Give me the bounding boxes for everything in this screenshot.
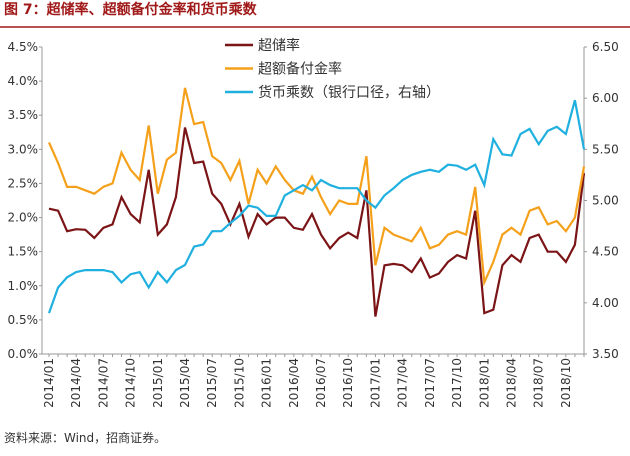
x-tick-label: 2016/01 — [260, 358, 274, 408]
y-tick-label: 2.0% — [8, 211, 39, 225]
chart-title: 图 7：超储率、超额备付金率和货币乘数 — [4, 1, 258, 18]
y-tick-label: 0.0% — [8, 347, 39, 361]
y-tick-label: 1.0% — [8, 279, 39, 293]
x-tick-label: 2014/04 — [69, 358, 83, 408]
x-tick-label: 2018/07 — [532, 358, 546, 408]
x-tick-label: 2014/10 — [124, 358, 138, 408]
x-tick-label: 2015/07 — [205, 358, 219, 408]
y-tick-label: 4.0% — [8, 74, 39, 88]
y2-tick-label: 6.50 — [592, 40, 619, 54]
x-tick-label: 2017/01 — [368, 358, 382, 408]
x-tick-label: 2015/10 — [232, 358, 246, 408]
x-tick-label: 2018/01 — [477, 358, 491, 408]
legend-label: 超储率 — [258, 37, 300, 54]
x-tick-label: 2017/07 — [423, 358, 437, 408]
y2-tick-label: 4.50 — [592, 245, 619, 259]
x-tick-label: 2015/04 — [178, 358, 192, 408]
y-tick-label: 0.5% — [8, 313, 39, 327]
legend-label: 超额备付金率 — [258, 61, 342, 78]
x-tick-label: 2016/10 — [341, 358, 355, 408]
series-line — [47, 99, 586, 314]
y2-tick-label: 6.00 — [592, 91, 619, 105]
y-tick-label: 3.0% — [8, 142, 39, 156]
x-tick-label: 2014/07 — [96, 358, 110, 408]
x-tick-label: 2018/04 — [504, 358, 518, 408]
source-note: 资料来源：Wind，招商证券。 — [4, 430, 166, 445]
x-tick-label: 2017/10 — [450, 358, 464, 408]
x-tick-label: 2018/10 — [559, 358, 573, 408]
x-tick-label: 2016/07 — [314, 358, 328, 408]
series-line — [48, 127, 586, 317]
x-tick-label: 2017/04 — [396, 358, 410, 408]
y-tick-label: 4.5% — [8, 40, 39, 54]
y2-tick-label: 3.50 — [592, 347, 619, 361]
x-tick-label: 2016/04 — [287, 358, 301, 408]
x-tick-label: 2015/01 — [151, 358, 165, 408]
y2-tick-label: 5.50 — [592, 142, 619, 156]
x-tick-label: 2014/01 — [42, 358, 56, 408]
y2-tick-label: 5.00 — [592, 194, 619, 208]
y2-tick-label: 4.00 — [592, 296, 619, 310]
y-tick-label: 1.5% — [8, 245, 39, 259]
legend-label: 货币乘数（银行口径，右轴） — [258, 84, 440, 101]
series-line — [47, 87, 586, 287]
y-tick-label: 3.5% — [8, 108, 39, 122]
y-tick-label: 2.5% — [8, 176, 39, 190]
